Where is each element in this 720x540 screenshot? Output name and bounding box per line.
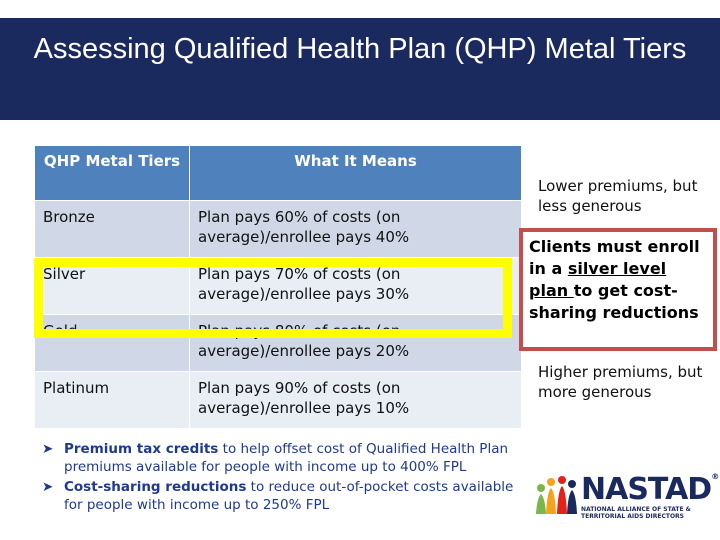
people-figures-icon: [536, 476, 577, 514]
nastad-logo: NASTAD® NATIONAL ALLIANCE OF STATE & TER…: [533, 472, 719, 532]
silver-plan-callout: Clients must enroll in a silver level pl…: [519, 228, 717, 351]
meaning-cell: Plan pays 60% of costs (on average)/enro…: [189, 200, 522, 258]
table-header-row: QHP Metal Tiers What It Means: [34, 145, 522, 201]
column-header-tier: QHP Metal Tiers: [34, 145, 190, 201]
arrow-bullet-icon: ➤: [42, 441, 54, 457]
lower-premiums-note: Lower premiums, but less generous: [538, 177, 698, 215]
bullet-text: to reduce out-of-pocket costs available …: [64, 479, 514, 513]
callout-underlined-text: silver level plan: [529, 259, 667, 300]
bullet-bold-text: Cost-sharing reductions: [64, 479, 247, 495]
silver-highlight-box: [34, 258, 512, 338]
higher-premiums-note: Higher premiums, but more generous: [538, 363, 703, 401]
tier-cell: Gold: [34, 314, 190, 372]
meaning-cell: Plan pays 90% of costs (on average)/enro…: [189, 371, 522, 429]
metal-tiers-table: QHP Metal Tiers What It Means Bronze Pla…: [34, 145, 522, 429]
logo-trademark: ®: [711, 472, 719, 481]
bullet-bold-text: Premium tax credits: [64, 441, 219, 457]
list-item: ➤ Premium tax credits to help offset cos…: [40, 440, 530, 476]
logo-wordmark: NASTAD®: [581, 472, 719, 507]
logo-name: NASTAD: [581, 472, 712, 507]
bullet-text: to help offset cost of Qualified Health …: [64, 441, 509, 475]
table-row: Bronze Plan pays 60% of costs (on averag…: [34, 200, 522, 258]
slide-title: Assessing Qualified Health Plan (QHP) Me…: [33, 33, 687, 65]
benefit-bullets: ➤ Premium tax credits to help offset cos…: [40, 440, 530, 516]
callout-text-end: to get cost-sharing reductions: [529, 281, 699, 322]
list-item: ➤ Cost-sharing reductions to reduce out-…: [40, 478, 530, 514]
tier-cell: Bronze: [34, 200, 190, 258]
arrow-bullet-icon: ➤: [42, 479, 54, 495]
callout-text-start: Clients must enroll in a: [529, 237, 700, 278]
title-banner: Assessing Qualified Health Plan (QHP) Me…: [0, 18, 720, 120]
table-row: Platinum Plan pays 90% of costs (on aver…: [34, 371, 522, 429]
tier-cell: Platinum: [34, 371, 190, 429]
column-header-meaning: What It Means: [189, 145, 522, 201]
logo-subtitle: NATIONAL ALLIANCE OF STATE & TERRITORIAL…: [581, 506, 691, 520]
